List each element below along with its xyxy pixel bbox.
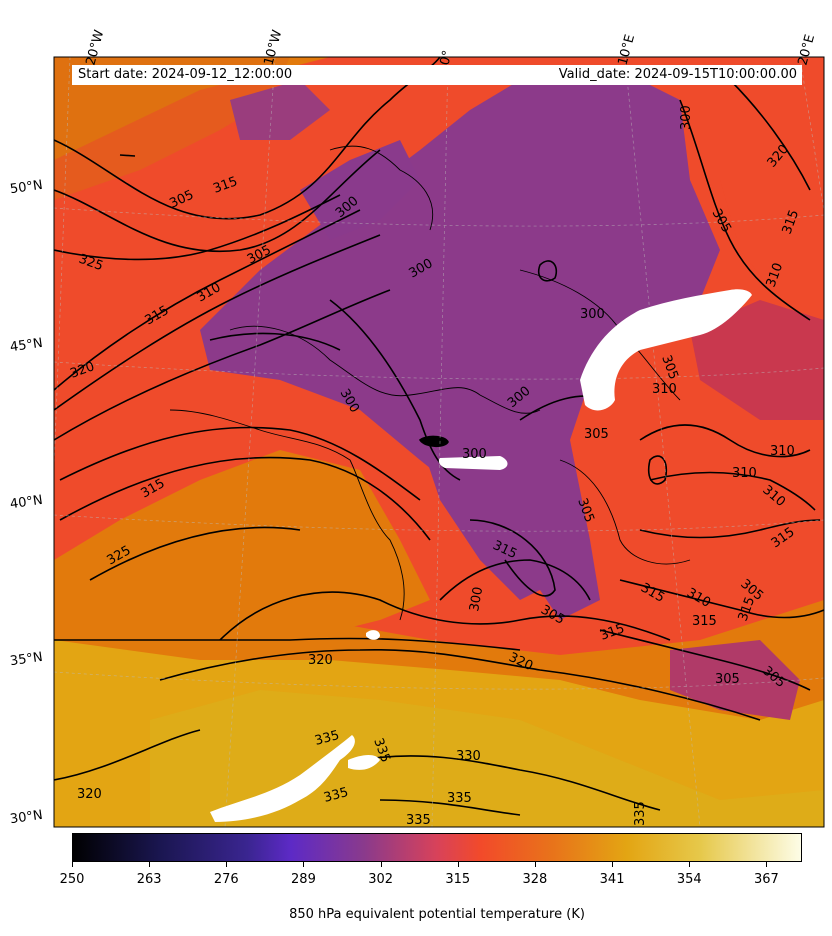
info-box — [72, 65, 802, 85]
colorbar-tick-label: 328 — [522, 872, 548, 887]
start-date-label: Start date: 2024-09-12_12:00:00 — [78, 67, 293, 82]
colorbar-tick-mark — [766, 862, 768, 867]
contour-label: 300 — [462, 447, 487, 462]
colorbar-tick-label: 250 — [59, 872, 85, 887]
colorbar-tick-mark — [689, 862, 691, 867]
contour-label: 335 — [406, 813, 431, 828]
map-frame — [53, 56, 825, 828]
contour-label: 335 — [447, 791, 472, 806]
colorbar-tick-mark — [534, 862, 536, 867]
colorbar-tick-mark — [226, 862, 228, 867]
graticule — [54, 57, 824, 827]
contour-label: 335 — [313, 728, 341, 749]
colorbar-tick-label: 302 — [368, 872, 394, 887]
map-field: 305 315 325 305 310 315 320 300 300 300 … — [54, 57, 824, 828]
contour-label: 320 — [308, 653, 333, 668]
colorbar-title: 850 hPa equivalent potential temperature… — [289, 907, 585, 922]
colorbar-tick-mark — [612, 862, 614, 867]
colorbar-gradient — [72, 833, 802, 862]
colorbar-tick-label: 276 — [213, 872, 239, 887]
colorbar-tick-label: 354 — [676, 872, 702, 887]
contour-label: 300 — [679, 105, 694, 130]
colorbar-tick-mark — [303, 862, 305, 867]
contour-label: 315 — [692, 614, 717, 629]
colorbar-tick-mark — [380, 862, 382, 867]
colorbar-tick-mark — [457, 862, 459, 867]
contour-label: 305 — [715, 672, 740, 687]
colorbar-tick-mark — [72, 862, 73, 867]
contour-label: 310 — [770, 444, 795, 459]
contour-label: 335 — [322, 785, 350, 806]
colorbar-tick-mark — [149, 862, 151, 867]
contour-label: 320 — [77, 787, 102, 802]
missing-data-regions — [210, 289, 752, 822]
contour-label: 300 — [467, 586, 486, 613]
contour-label: 310 — [652, 382, 677, 397]
contour-label: 335 — [633, 801, 648, 826]
contour-label: 310 — [732, 466, 757, 481]
colorbar-tick-label: 263 — [136, 872, 162, 887]
contour-label: 305 — [584, 427, 609, 442]
colorbar-tick-label: 367 — [753, 872, 779, 887]
colorbar-tick-label: 289 — [291, 872, 316, 887]
colorbar-tick-label: 315 — [445, 872, 471, 887]
colorbar-tick-label: 341 — [599, 872, 625, 887]
contour-label: 300 — [580, 307, 605, 322]
colorbar — [72, 833, 802, 862]
valid-date-label: Valid_date: 2024-09-15T10:00:00.00 — [558, 67, 797, 82]
contour-label: 330 — [456, 749, 481, 764]
